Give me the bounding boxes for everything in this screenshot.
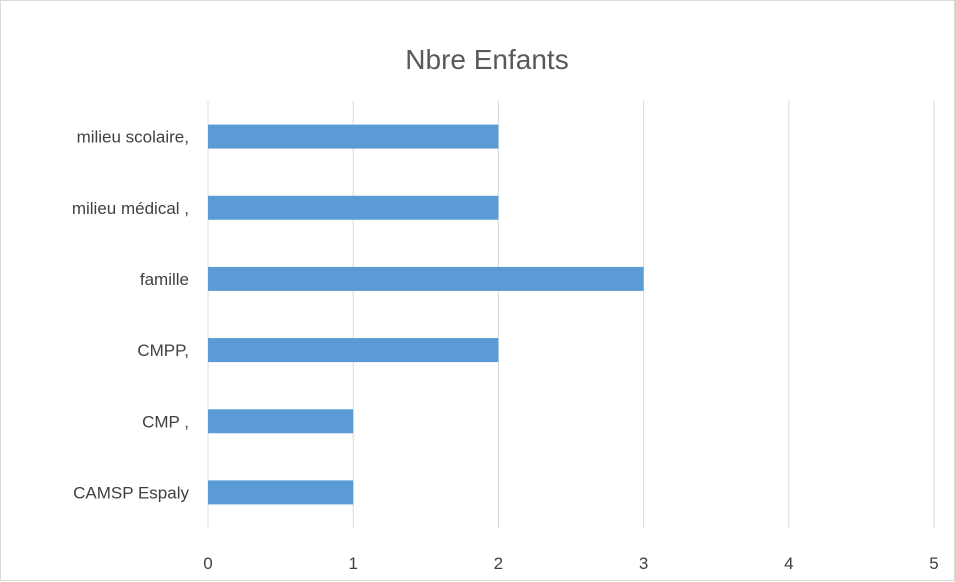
bars	[208, 124, 644, 505]
x-axis-tick-labels: 0 1 2 3 4 5	[203, 554, 938, 573]
category-label: CMP ,	[142, 412, 189, 431]
chart-title: Nbre Enfants	[405, 44, 568, 75]
category-label: CAMSP Espaly	[73, 483, 189, 502]
category-label: CMPP,	[137, 341, 189, 360]
bar	[208, 480, 354, 505]
x-tick-label: 1	[348, 554, 357, 573]
bar	[208, 195, 499, 220]
x-tick-label: 4	[784, 554, 793, 573]
bar	[208, 266, 644, 291]
category-label: milieu scolaire,	[77, 128, 189, 147]
category-labels: CAMSP Espaly CMP , CMPP, famille milieu médi…	[72, 128, 190, 503]
x-tick-label: 3	[639, 554, 648, 573]
bar	[208, 124, 499, 149]
x-tick-label: 2	[494, 554, 503, 573]
gridlines	[207, 101, 935, 528]
x-tick-label: 0	[203, 554, 212, 573]
x-tick-label: 5	[929, 554, 938, 573]
bar	[208, 409, 354, 434]
bar	[208, 338, 499, 363]
category-label: milieu médical ,	[72, 199, 189, 218]
category-label: famille	[140, 270, 189, 289]
